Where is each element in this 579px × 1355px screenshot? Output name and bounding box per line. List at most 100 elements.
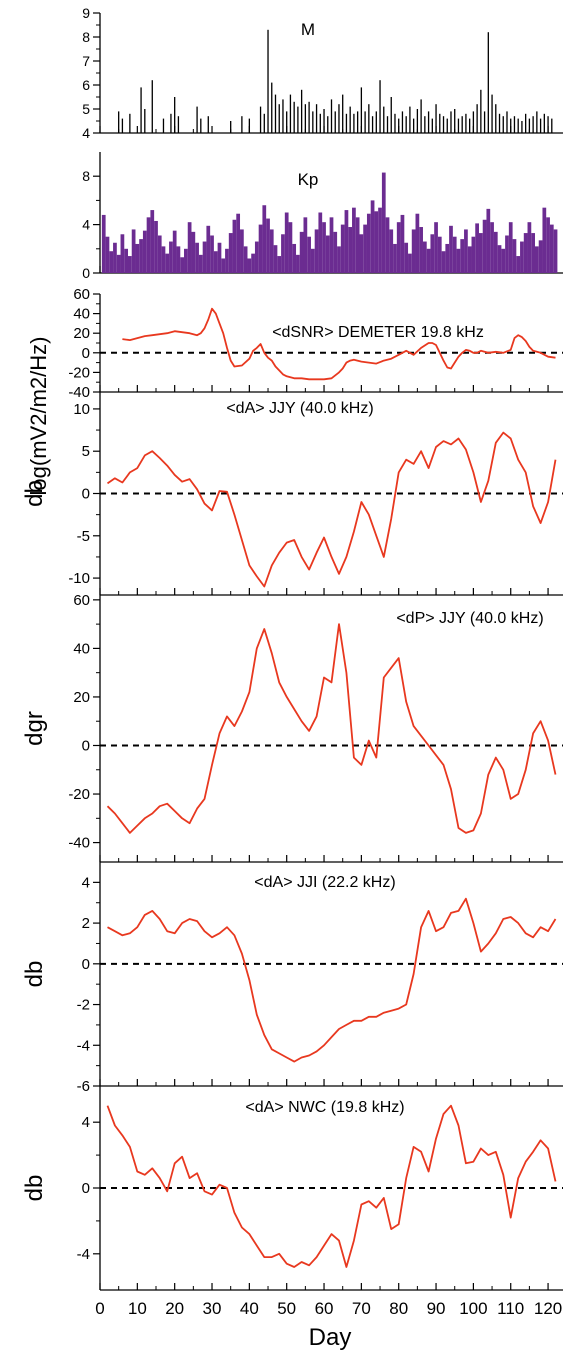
bar bbox=[353, 113, 355, 133]
bar bbox=[487, 32, 489, 134]
bar bbox=[400, 214, 405, 273]
bar bbox=[546, 217, 550, 273]
bar bbox=[121, 118, 124, 133]
bar bbox=[368, 104, 370, 133]
bar bbox=[191, 231, 196, 273]
bar bbox=[464, 229, 468, 273]
bar bbox=[549, 224, 554, 273]
bar bbox=[523, 233, 528, 273]
bar bbox=[472, 111, 475, 133]
bar bbox=[124, 248, 129, 273]
y-tick-label: 6 bbox=[82, 77, 90, 93]
panel-kp: 0 4 8 Kp bbox=[82, 152, 563, 281]
bar bbox=[427, 111, 430, 133]
bar bbox=[412, 118, 415, 133]
bar bbox=[176, 246, 181, 273]
bar bbox=[389, 229, 394, 273]
bar bbox=[228, 233, 233, 273]
y-tick-label: 4 bbox=[82, 217, 90, 233]
series-line bbox=[106, 1104, 557, 1268]
bar bbox=[461, 116, 463, 133]
bar bbox=[498, 113, 501, 133]
x-tick-label: 30 bbox=[203, 1299, 222, 1318]
panel-title: <dP> JJY (40.0 kHz) bbox=[396, 610, 543, 627]
bar bbox=[420, 99, 422, 133]
bar bbox=[419, 227, 423, 273]
y-tick-label: -20 bbox=[68, 786, 90, 803]
bar bbox=[202, 241, 207, 273]
y-tick-label: -10 bbox=[68, 570, 90, 587]
bar bbox=[553, 229, 558, 273]
bar bbox=[338, 104, 340, 133]
y-tick-label: 20 bbox=[73, 325, 90, 342]
bar bbox=[520, 241, 524, 273]
bar bbox=[345, 113, 348, 133]
bar bbox=[248, 118, 251, 133]
bar bbox=[381, 172, 386, 273]
bar bbox=[128, 256, 132, 273]
bar bbox=[348, 227, 353, 273]
bar bbox=[198, 254, 203, 273]
bar bbox=[297, 106, 299, 133]
bar bbox=[468, 118, 471, 133]
bar bbox=[491, 94, 493, 133]
panel-m: 4 5 6 7 8 9 M bbox=[82, 5, 563, 141]
y-tick-label: 7 bbox=[82, 53, 90, 69]
x-tick-label: 120 bbox=[534, 1299, 562, 1318]
bar bbox=[251, 253, 255, 273]
bar bbox=[445, 243, 450, 273]
bar bbox=[308, 101, 310, 133]
bar bbox=[527, 222, 532, 273]
bar bbox=[312, 111, 314, 133]
bar bbox=[230, 121, 232, 133]
bar bbox=[431, 118, 433, 133]
x-tick-label: 100 bbox=[459, 1299, 487, 1318]
bar bbox=[169, 241, 173, 273]
bar bbox=[490, 222, 494, 273]
bar bbox=[217, 242, 222, 273]
panel-title: Kp bbox=[298, 170, 319, 189]
bar bbox=[177, 116, 180, 133]
bar bbox=[172, 230, 177, 273]
bar bbox=[506, 111, 508, 133]
bar bbox=[467, 246, 472, 273]
bar bbox=[284, 212, 289, 273]
y-tick-label: 4 bbox=[82, 1114, 90, 1131]
bar bbox=[196, 106, 198, 133]
y-tick-label: 8 bbox=[82, 168, 90, 184]
bar bbox=[340, 224, 345, 273]
bar bbox=[161, 246, 166, 273]
bar bbox=[267, 29, 269, 133]
bar bbox=[383, 106, 385, 133]
x-tick-label: 70 bbox=[352, 1299, 371, 1318]
panel-title: <dA> NWC (19.8 kHz) bbox=[245, 1099, 404, 1116]
bar bbox=[281, 234, 285, 273]
x-tick-label: 40 bbox=[240, 1299, 259, 1318]
bar bbox=[165, 253, 170, 273]
y-tick-label: -2 bbox=[77, 997, 90, 1014]
bar bbox=[254, 241, 259, 273]
y-axis-label: db bbox=[21, 480, 48, 507]
bar bbox=[273, 245, 278, 273]
bar bbox=[379, 80, 381, 133]
bar bbox=[480, 89, 482, 133]
bar bbox=[521, 121, 523, 133]
y-tick-label: 0 bbox=[82, 737, 90, 754]
bar bbox=[505, 235, 509, 273]
bar bbox=[525, 113, 527, 133]
y-axis-label: db bbox=[21, 961, 48, 988]
bar bbox=[476, 104, 478, 133]
bar bbox=[517, 118, 519, 133]
bar bbox=[162, 118, 165, 133]
panel-title: <dA> JJI (22.2 kHz) bbox=[254, 874, 395, 891]
bar bbox=[170, 113, 172, 133]
bar bbox=[105, 236, 110, 273]
bar bbox=[187, 222, 192, 273]
bar bbox=[442, 116, 445, 133]
bar bbox=[140, 87, 142, 133]
panel-jji: -6 -4 -2 0 2 4 <dA> JJI (22.2 kHz) db bbox=[21, 862, 563, 1095]
bar bbox=[327, 116, 329, 133]
bar bbox=[449, 225, 453, 273]
bar bbox=[542, 207, 547, 273]
bar bbox=[396, 222, 401, 273]
